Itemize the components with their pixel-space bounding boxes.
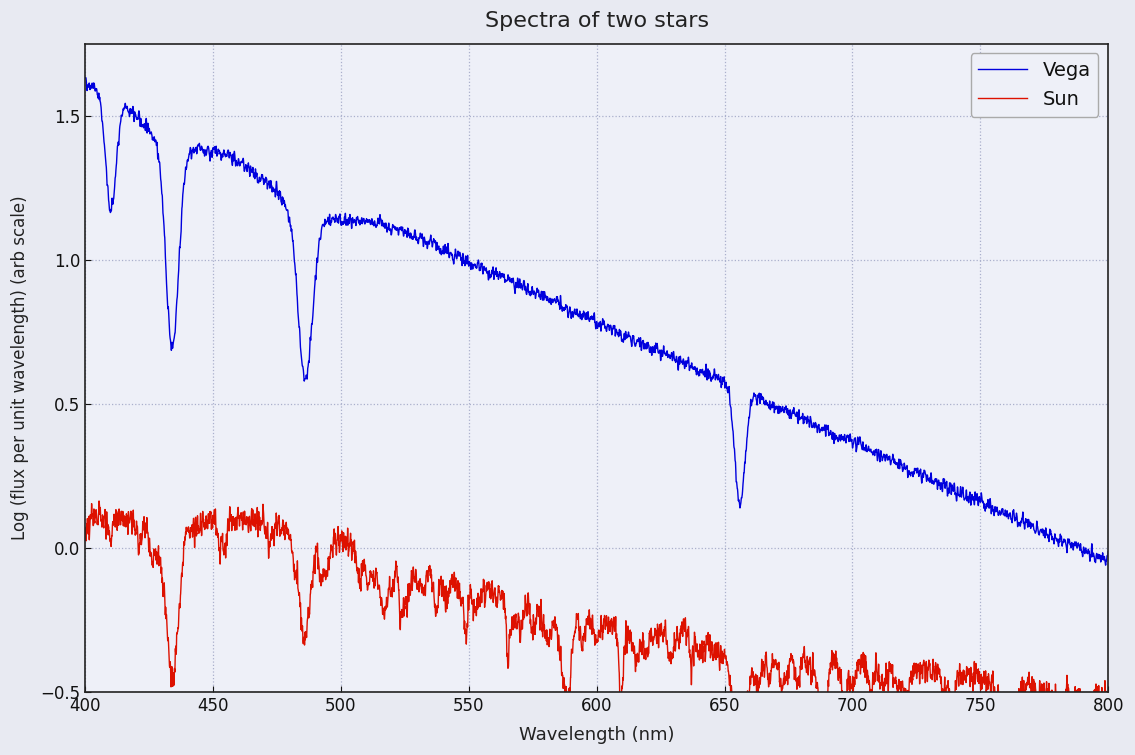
Vega [683,361,697,370]
Sun [729,747,742,755]
Vega [129,115,143,124]
Vega [1099,561,1112,570]
Sun [892,685,906,694]
Vega [78,73,92,82]
Vega [836,436,850,445]
Line: Sun: Sun [85,501,1108,755]
Y-axis label: Log (flux per unit wavelength) (arb scale): Log (flux per unit wavelength) (arb scal… [11,196,30,540]
Sun [683,657,697,666]
Sun [448,575,462,584]
Vega [1101,547,1115,556]
Vega [448,247,462,256]
Vega [891,464,905,473]
Vega [729,456,742,465]
Sun [1101,698,1115,707]
Vega [78,74,92,83]
Sun [129,520,143,529]
Sun [78,523,92,532]
Sun [836,704,850,713]
X-axis label: Wavelength (nm): Wavelength (nm) [519,726,674,744]
Legend: Vega, Sun: Vega, Sun [970,54,1099,117]
Title: Spectra of two stars: Spectra of two stars [485,11,708,31]
Line: Vega: Vega [85,78,1108,565]
Sun [92,497,106,506]
